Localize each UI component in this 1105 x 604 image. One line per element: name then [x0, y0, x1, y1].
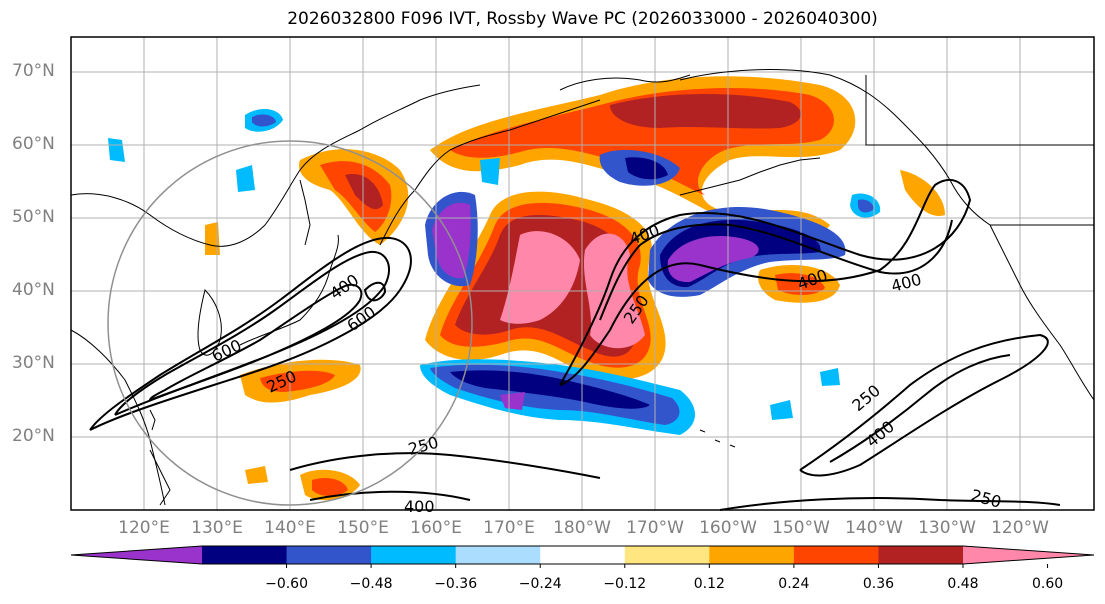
lon-label: 120°E: [118, 518, 170, 538]
north-america-coastline: [989, 224, 1095, 401]
colorbar-tick-label: −0.48: [349, 576, 393, 592]
colorbar-segment: [793, 546, 879, 564]
lon-label: 140°W: [845, 518, 903, 538]
colorbar-extend-low: [71, 546, 202, 564]
lon-label: 130°E: [191, 518, 243, 538]
philippines-coastline: [149, 449, 171, 506]
contour-label: 400: [404, 497, 435, 516]
colorbar-segment: [202, 546, 288, 564]
positive-anomaly-region: [900, 170, 945, 216]
lon-label: 150°E: [337, 518, 389, 538]
positive-anomaly-region: [312, 478, 348, 496]
colorbar-tick-label: −0.24: [518, 576, 562, 592]
hawaii-coastline: [699, 429, 736, 448]
korea-coastline: [197, 289, 222, 356]
colorbar-segment: [878, 546, 964, 564]
negative-anomaly-region: [108, 138, 125, 162]
sakhalin-coastline: [299, 179, 311, 246]
lon-label: 140°E: [264, 518, 316, 538]
negative-anomaly-region: [252, 114, 276, 127]
map-frame: [70, 36, 1095, 511]
positive-anomaly-region: [245, 466, 268, 484]
colorbar-tick-label: −0.36: [434, 576, 478, 592]
ivt-contour-600: [148, 283, 363, 402]
kamchatka-coastline: [379, 99, 601, 246]
chukotka-coastline: [559, 74, 691, 91]
colorbar-segment: [286, 546, 372, 564]
lon-label: 130°W: [918, 518, 976, 538]
lon-label: 170°W: [626, 518, 684, 538]
negative-anomaly-region: [770, 400, 793, 420]
colorbar-segment: [540, 546, 626, 564]
asia-coastline: [70, 84, 481, 247]
lat-label-20: 20°N: [12, 426, 55, 446]
colorbar-segment: [455, 546, 541, 564]
ivt-contour-600-inner: [363, 281, 387, 302]
graticule: [71, 37, 1094, 510]
positive-anomaly-region: [205, 222, 220, 255]
colorbar-tick-label: −0.60: [265, 576, 308, 592]
positive-anomaly-region: [260, 370, 335, 392]
colorbar-segment: [371, 546, 457, 564]
negative-anomaly-region: [820, 368, 840, 386]
ivt-contour-250: [559, 179, 972, 386]
positive-anomaly-region: [610, 94, 801, 129]
ivt-contour-250: [289, 452, 601, 479]
negative-anomaly-region: [667, 236, 759, 283]
lat-label-30: 30°N: [12, 353, 55, 373]
colorbar-extend-high: [963, 546, 1094, 564]
colorbar-tick-label: 0.12: [693, 576, 725, 592]
ivt-contour-400: [829, 354, 1011, 463]
colorbar-segment: [624, 546, 710, 564]
ivt-contour-400: [599, 219, 953, 321]
ivt-contour-250: [719, 497, 1061, 511]
colorbar-tick-label: 0.24: [778, 576, 810, 592]
lat-label-40: 40°N: [12, 280, 55, 300]
negative-anomaly-region: [858, 199, 874, 213]
alaska-coastline: [679, 69, 991, 226]
lon-label: 160°E: [410, 518, 462, 538]
japan-coastline: [239, 234, 339, 346]
lon-label: 150°W: [772, 518, 830, 538]
ivt-contour-250: [89, 236, 412, 431]
positive-anomaly-region: [500, 231, 580, 324]
positive-anomaly-region: [345, 174, 383, 210]
map-title: 2026032800 F096 IVT, Rossby Wave PC (202…: [287, 9, 878, 29]
colorbar-tick-label: 0.48: [947, 576, 979, 592]
negative-anomaly-region: [236, 165, 255, 192]
ivt-contour-250: [799, 333, 1049, 477]
rossby-wave-domain-circle: [107, 140, 473, 506]
colorbar-outline: [70, 545, 1095, 565]
colorbar-segments: [70, 545, 1095, 565]
colorbar-segment: [709, 546, 795, 564]
negative-anomaly-region: [500, 392, 525, 410]
lon-label: 120°W: [991, 518, 1049, 538]
taiwan-coastline: [149, 409, 156, 431]
aleutians-coastline: [679, 157, 821, 196]
colorbar-tickmarks: [286, 564, 1049, 568]
lon-label: 170°E: [483, 518, 535, 538]
lon-label: 180°W: [553, 518, 611, 538]
colorbar-tick-label: 0.36: [862, 576, 895, 592]
coastlines: [70, 69, 1095, 506]
ivt-contours: [89, 179, 1061, 511]
colorbar-tick-label: −0.12: [603, 576, 647, 592]
colorbar-tick-label: 0.60: [1031, 576, 1064, 592]
lon-label: 160°W: [699, 518, 757, 538]
negative-anomaly-region: [480, 158, 500, 185]
positive-anomaly-region: [775, 273, 825, 295]
negative-anomaly-region: [625, 157, 668, 180]
lat-label-50: 50°N: [12, 207, 55, 227]
lat-label-60: 60°N: [12, 134, 55, 154]
ivt-contour-400: [309, 490, 471, 501]
negative-anomaly-region: [450, 370, 650, 409]
positive-anomaly-region: [320, 161, 392, 232]
lat-label-70: 70°N: [12, 61, 55, 81]
